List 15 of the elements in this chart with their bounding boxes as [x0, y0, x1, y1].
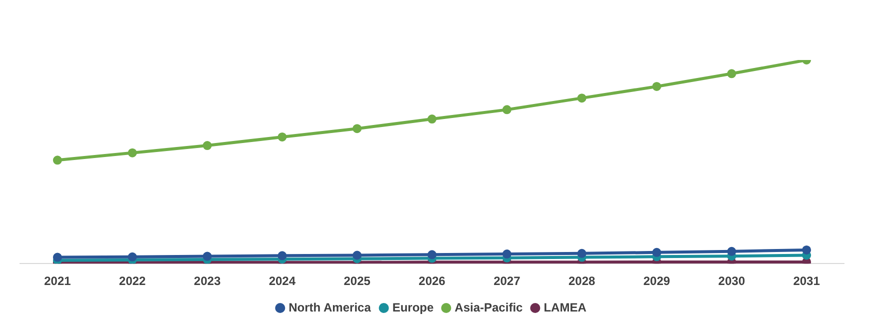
legend-label: North America — [288, 300, 372, 314]
legend-label: LAMEA — [544, 300, 587, 314]
legend-label: Asia-Pacific — [454, 300, 524, 314]
x-tick-label: 2029 — [643, 274, 670, 288]
x-tick-label: 2021 — [44, 274, 72, 288]
x-tick-label: 2023 — [194, 274, 221, 288]
x-tick-label: 2027 — [494, 274, 521, 288]
x-tick-label: 2030 — [718, 274, 746, 288]
legend-label: Europe — [392, 300, 434, 314]
x-tick-label: 2024 — [268, 274, 296, 288]
x-tick-label: 2026 — [418, 274, 446, 288]
x-tick-label: 2025 — [344, 274, 371, 288]
x-tick-label: 2022 — [119, 274, 146, 288]
x-tick-label: 2031 — [793, 274, 820, 288]
x-tick-label: 2028 — [568, 274, 596, 288]
